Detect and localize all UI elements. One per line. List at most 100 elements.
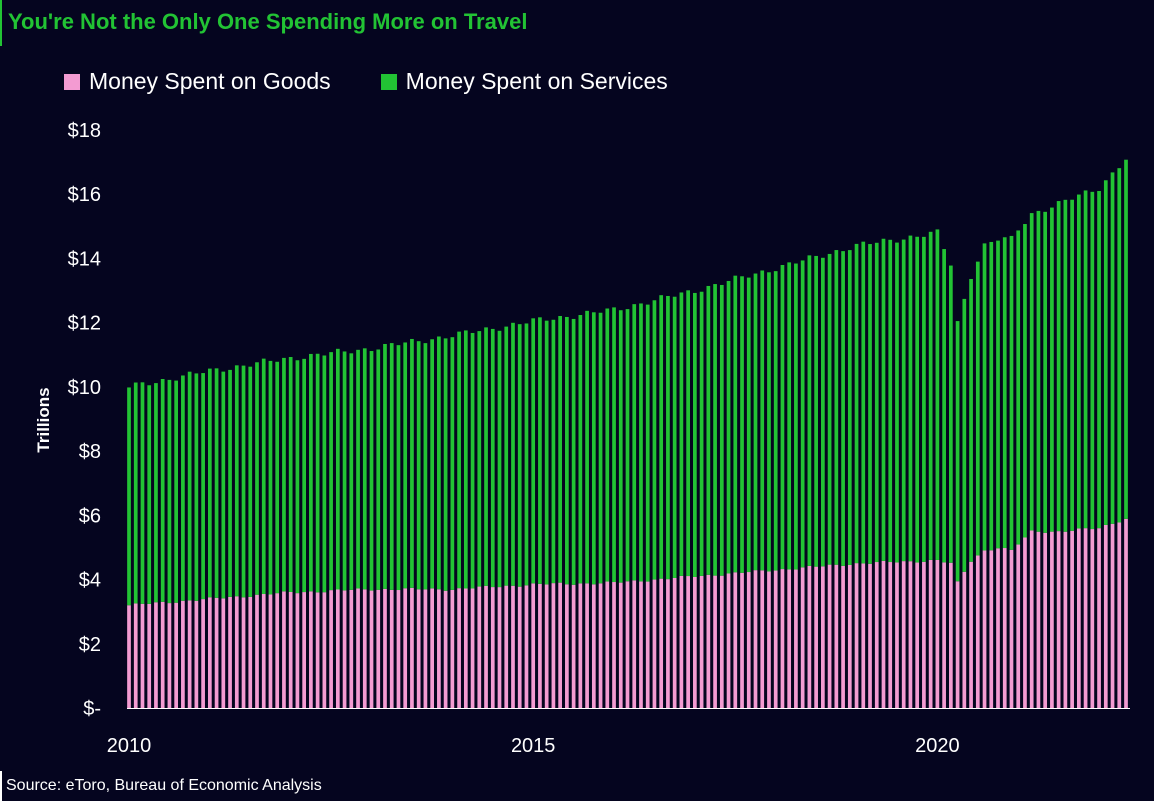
bar-goods bbox=[693, 577, 697, 708]
bar-services bbox=[443, 338, 448, 591]
bar-services bbox=[746, 277, 751, 573]
bar-goods bbox=[1029, 530, 1034, 708]
x-tick-label: 2010 bbox=[107, 735, 152, 757]
bar-services bbox=[834, 250, 839, 565]
bar-services bbox=[544, 320, 549, 585]
bar-services bbox=[349, 353, 354, 590]
bar-goods bbox=[389, 589, 394, 708]
bar-goods bbox=[888, 562, 893, 708]
bar-services bbox=[241, 365, 246, 598]
y-tick-label: $2 bbox=[79, 634, 101, 656]
bar-goods bbox=[369, 590, 374, 708]
bar-goods bbox=[1076, 528, 1081, 708]
bar-goods bbox=[497, 587, 502, 708]
bar-services bbox=[1056, 201, 1061, 532]
bar-goods bbox=[847, 564, 852, 708]
bar-services bbox=[713, 284, 717, 576]
bar-goods bbox=[511, 585, 515, 708]
bar-services bbox=[531, 318, 536, 584]
bar-goods bbox=[942, 562, 946, 708]
bar-goods bbox=[827, 564, 832, 708]
bar-goods bbox=[376, 589, 381, 708]
bar-goods bbox=[1056, 531, 1061, 708]
bar-services bbox=[895, 242, 899, 563]
bar-goods bbox=[1002, 548, 1007, 708]
y-tick-label: $- bbox=[83, 698, 101, 720]
legend-swatch-services bbox=[380, 73, 397, 90]
bar-goods bbox=[1016, 544, 1021, 708]
bar-services bbox=[362, 348, 367, 590]
bar-services bbox=[740, 276, 744, 573]
bar-services bbox=[140, 382, 145, 604]
bar-services bbox=[133, 382, 138, 604]
x-tick-label: 2020 bbox=[915, 735, 960, 757]
bar-services bbox=[315, 353, 320, 593]
bar-services bbox=[719, 284, 724, 576]
bar-services bbox=[1124, 159, 1128, 519]
bar-goods bbox=[410, 587, 414, 708]
bar-goods bbox=[632, 580, 637, 708]
bar-services bbox=[497, 330, 502, 588]
bar-services bbox=[699, 291, 704, 576]
bar-services bbox=[1023, 224, 1027, 538]
bar-goods bbox=[746, 572, 751, 708]
bar-goods bbox=[275, 593, 280, 708]
bar-goods bbox=[1070, 530, 1074, 708]
bar-services bbox=[477, 331, 482, 587]
bar-services bbox=[814, 255, 818, 567]
bar-services bbox=[807, 255, 812, 566]
bar-services bbox=[645, 304, 650, 582]
bar-services bbox=[672, 296, 677, 578]
bar-services bbox=[221, 371, 226, 599]
bar-goods bbox=[261, 594, 266, 708]
y-tick-label: $12 bbox=[68, 313, 101, 335]
bar-services bbox=[1097, 190, 1101, 529]
bar-goods bbox=[928, 559, 933, 708]
bar-goods bbox=[1043, 532, 1048, 708]
bar-goods bbox=[1110, 523, 1115, 708]
bar-goods bbox=[834, 564, 839, 708]
bar-goods bbox=[362, 589, 367, 708]
bar-goods bbox=[1083, 528, 1088, 708]
bar-goods bbox=[531, 583, 536, 708]
bar-goods bbox=[255, 594, 259, 708]
bar-goods bbox=[349, 589, 354, 708]
bar-services bbox=[787, 262, 792, 570]
bar-goods bbox=[605, 581, 610, 708]
bar-goods bbox=[268, 594, 273, 708]
legend-swatch-goods bbox=[64, 73, 80, 90]
bar-services bbox=[565, 316, 569, 585]
bar-goods bbox=[1036, 531, 1041, 708]
bar-services bbox=[1083, 190, 1088, 529]
bar-goods bbox=[901, 561, 906, 708]
bar-goods bbox=[1050, 531, 1054, 708]
bar-goods bbox=[490, 587, 495, 708]
y-tick-label: $18 bbox=[68, 120, 101, 142]
legend-label-services: Money Spent on Services bbox=[405, 68, 668, 94]
bar-services bbox=[194, 373, 199, 601]
bar-goods bbox=[895, 562, 899, 708]
bar-services bbox=[288, 357, 293, 592]
bar-services bbox=[396, 345, 401, 591]
bar-services bbox=[255, 362, 259, 595]
bar-goods bbox=[652, 579, 657, 708]
bar-goods bbox=[807, 565, 812, 708]
bar-services bbox=[423, 343, 428, 590]
bar-services bbox=[969, 278, 973, 562]
bar-services bbox=[214, 368, 219, 598]
bar-services bbox=[679, 292, 684, 576]
bar-goods bbox=[612, 582, 616, 708]
bar-goods bbox=[504, 585, 509, 708]
bar-goods bbox=[787, 569, 792, 708]
bar-services bbox=[403, 342, 408, 589]
bar-services bbox=[989, 241, 994, 551]
bar-services bbox=[726, 280, 731, 574]
legend-label-goods: Money Spent on Goods bbox=[89, 68, 331, 94]
bar-goods bbox=[713, 575, 717, 708]
bar-services bbox=[127, 387, 131, 606]
bar-goods bbox=[1117, 522, 1122, 708]
bar-goods bbox=[127, 605, 131, 708]
bar-goods bbox=[470, 588, 475, 708]
bar-services bbox=[760, 270, 765, 571]
bar-goods bbox=[187, 600, 192, 708]
